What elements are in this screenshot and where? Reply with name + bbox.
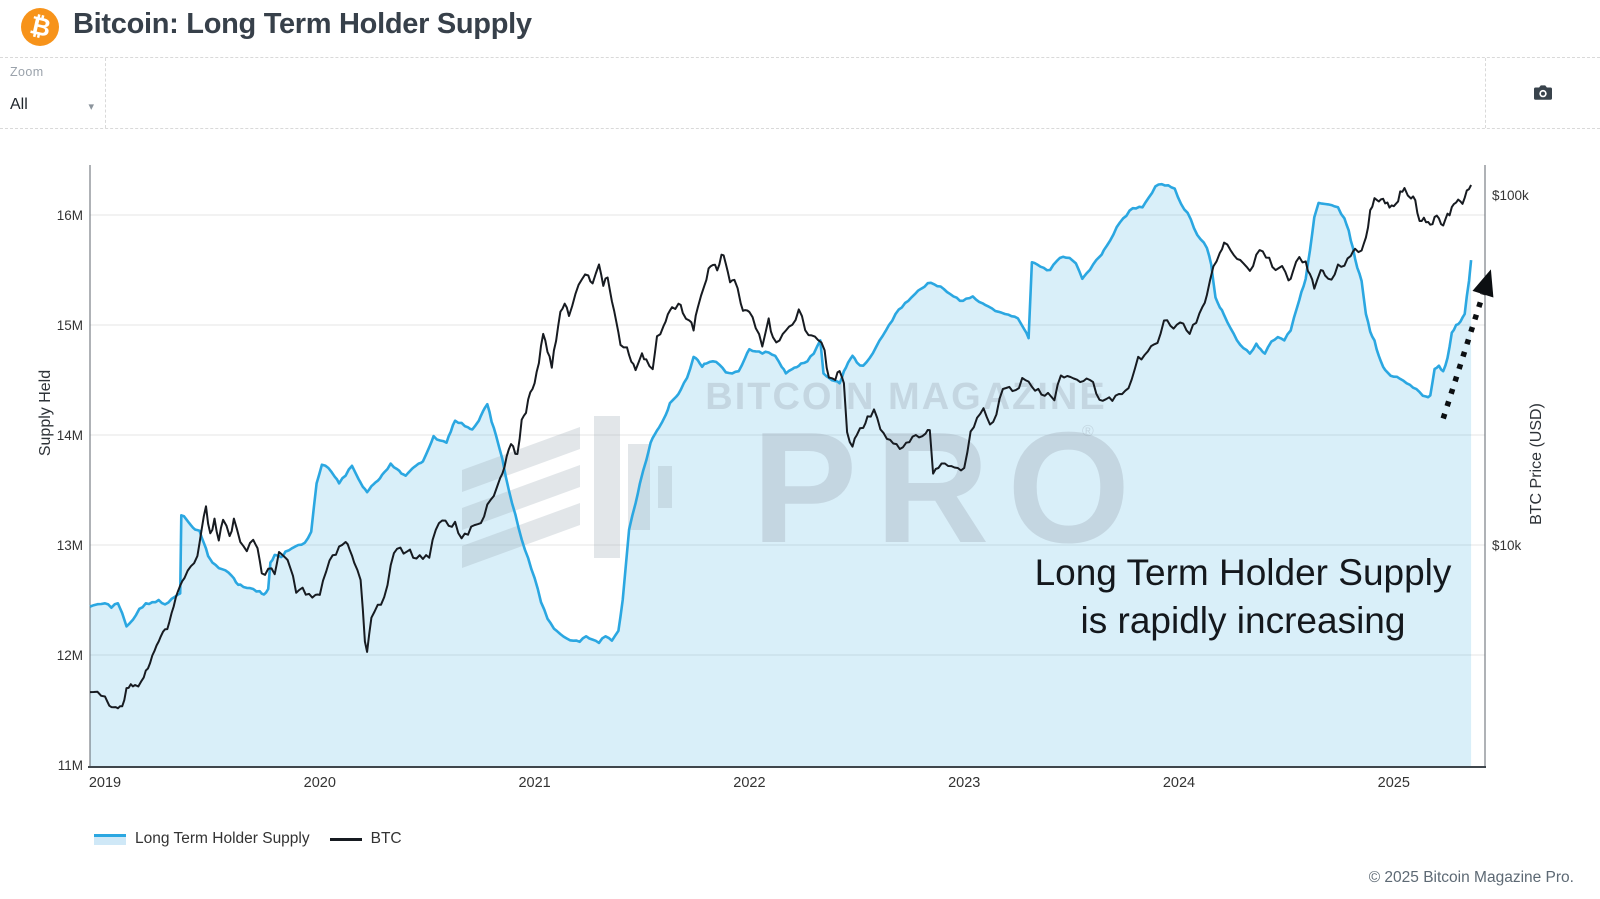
btc-price-line[interactable] — [89, 184, 1472, 710]
x-tick-label: 2020 — [304, 775, 336, 791]
y-axis-title-right: BTC Price (USD) — [1528, 403, 1545, 525]
copyright-notice: © 2025 Bitcoin Magazine Pro. — [1368, 869, 1574, 886]
y-left-tick-label: 16M — [57, 208, 83, 223]
watermark-registered-mark: ® — [1082, 423, 1094, 440]
lth-supply-line[interactable] — [89, 182, 1473, 645]
camera-icon — [1534, 85, 1552, 100]
x-tick-label: 2021 — [518, 775, 550, 791]
legend: Long Term Holder Supply BTC — [94, 830, 402, 848]
chevron-down-icon: ▾ — [88, 101, 94, 113]
legend-item-btc[interactable]: BTC — [329, 830, 402, 848]
y-right-tick-label: $100k — [1492, 188, 1529, 203]
x-tick-label: 2019 — [89, 775, 121, 791]
header: ₿ Bitcoin: Long Term Holder Supply — [0, 0, 1600, 56]
x-tick-label: 2024 — [1163, 775, 1195, 791]
y-left-tick-label: 13M — [57, 538, 83, 553]
x-tick-label: 2022 — [733, 775, 765, 791]
legend-label-btc: BTC — [370, 830, 402, 847]
bitcoin-icon: ₿ — [21, 8, 59, 46]
lth-supply-swatch-icon — [94, 833, 126, 845]
zoom-dropdown-value[interactable]: All — [10, 96, 28, 113]
legend-item-lth-supply[interactable]: Long Term Holder Supply — [94, 830, 310, 848]
annotation-line-1: Long Term Holder Supply — [1034, 552, 1452, 593]
x-tick-label: 2023 — [948, 775, 980, 791]
legend-label-lth-supply: Long Term Holder Supply — [135, 830, 310, 847]
y-left-tick-label: 12M — [57, 648, 83, 663]
y-axis-title-left: Supply Held — [37, 369, 54, 457]
toolbar: Zoom All ▾ — [0, 57, 1600, 129]
x-tick-label: 2025 — [1378, 775, 1410, 791]
bitcoin-glyph: ₿ — [27, 10, 54, 43]
export-chart-button[interactable] — [1485, 58, 1600, 128]
watermark-brand-text: BITCOIN MAGAZINE — [705, 376, 1106, 418]
annotation-callout: Long Term Holder Supply is rapidly incre… — [1023, 549, 1463, 645]
y-left-tick-label: 14M — [57, 428, 83, 443]
watermark: BITCOIN MAGAZINE ®PRO — [462, 376, 1148, 576]
lth-supply-area-fill — [90, 184, 1472, 767]
y-left-tick-label: 11M — [58, 758, 83, 773]
zoom-range-dropdown[interactable]: Zoom All ▾ — [0, 58, 106, 128]
zoom-dropdown-label: Zoom — [10, 65, 44, 79]
btc-swatch-icon — [329, 837, 362, 841]
watermark-pro-text: PRO — [752, 400, 1148, 576]
page-title: Bitcoin: Long Term Holder Supply — [73, 8, 532, 40]
y-left-tick-label: 15M — [57, 318, 83, 333]
y-right-tick-label: $10k — [1492, 538, 1522, 553]
annotation-line-2: is rapidly increasing — [1080, 600, 1406, 641]
annotation-arrow-head — [1472, 269, 1494, 298]
annotation-arrow-line — [1440, 293, 1486, 420]
